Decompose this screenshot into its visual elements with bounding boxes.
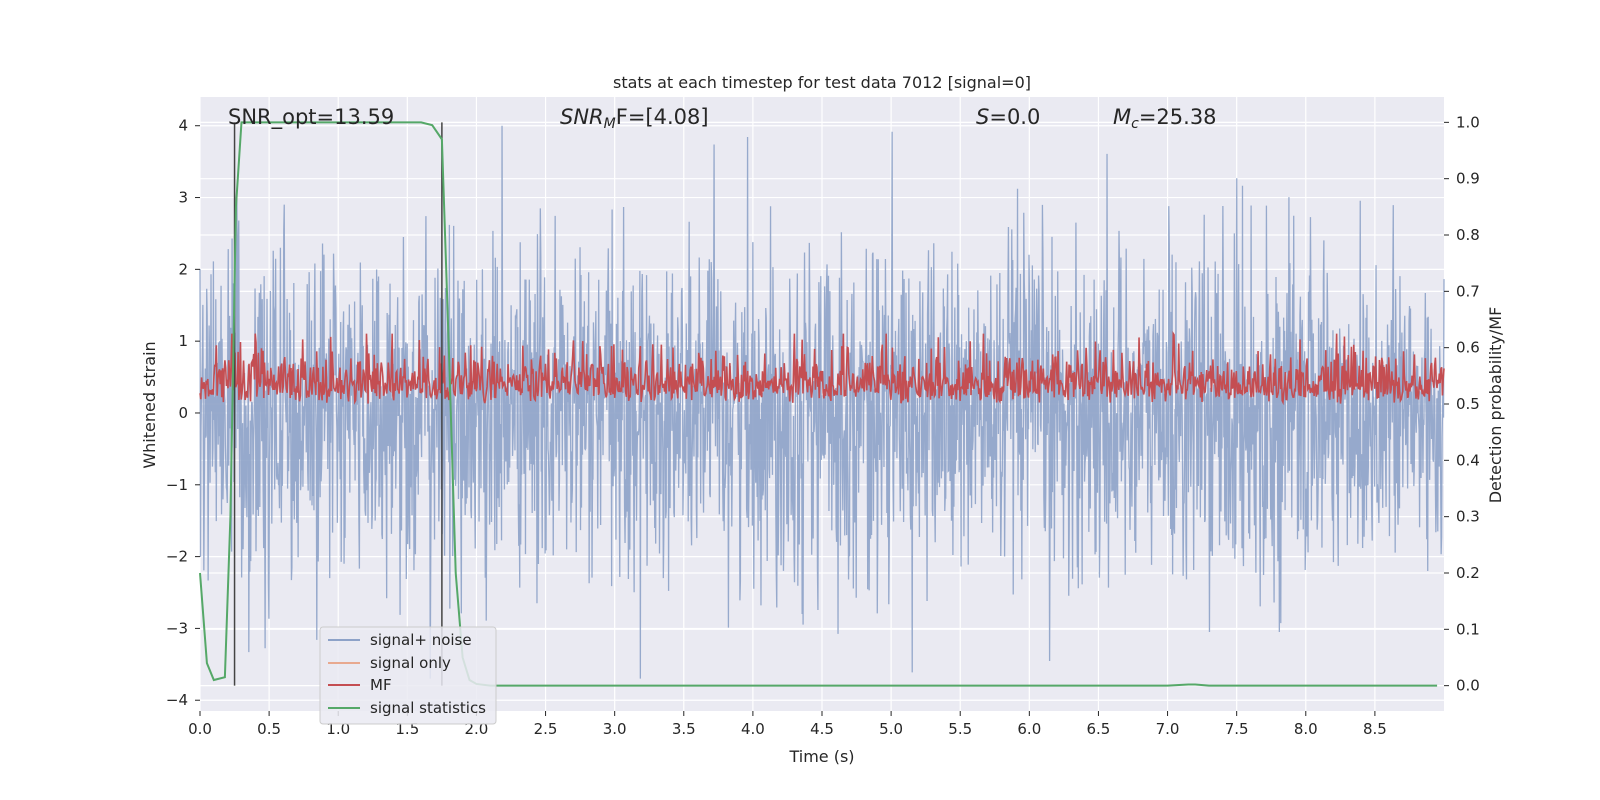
y-right-axis-label: Detection probability/MF	[1486, 307, 1505, 504]
y-right-tick-label: 0.7	[1456, 282, 1480, 300]
x-axis-label: Time (s)	[788, 747, 854, 766]
series-signal-noise	[199, 125, 1445, 679]
annotation-mc-var: M	[1113, 105, 1131, 129]
x-tick-label: 6.0	[1017, 720, 1041, 738]
legend-label-signal-noise: signal+ noise	[370, 631, 472, 649]
y-right-tick-label: 0.6	[1456, 339, 1480, 357]
annotation-snr-mf-sub: M	[604, 116, 616, 132]
annotation-mc-rest: =25.38	[1139, 105, 1217, 129]
series-signal-statistics	[199, 121, 1438, 687]
x-tick-label: 0.5	[257, 720, 281, 738]
x-tick-label: 6.5	[1087, 720, 1111, 738]
y-tick-label: 0	[178, 404, 188, 422]
y-right-tick-label: 0.5	[1456, 395, 1480, 413]
annotation-s-var: S	[976, 105, 989, 129]
x-tick-label: 4.5	[810, 720, 834, 738]
y-right-tick-label: 0.1	[1456, 620, 1480, 638]
y-tick-label: 4	[178, 117, 188, 135]
y-right-tick-label: 0.4	[1456, 451, 1480, 469]
y-tick-label: −2	[166, 548, 188, 566]
annotation-s: S=0.0	[976, 105, 1040, 129]
x-tick-label: 5.0	[879, 720, 903, 738]
annotation-snr-mf-var: SNR	[560, 105, 604, 129]
legend-label-mf: MF	[370, 676, 392, 694]
x-tick-label: 3.5	[672, 720, 696, 738]
chart-title: stats at each timestep for test data 701…	[613, 73, 1031, 92]
y-tick-label: 3	[178, 189, 188, 207]
y-right-tick-label: 0.8	[1456, 226, 1480, 244]
x-tick-label: 5.5	[948, 720, 972, 738]
y-tick-label: −1	[166, 476, 188, 494]
x-tick-label: 8.5	[1363, 720, 1387, 738]
y-right-tick-label: 1.0	[1456, 113, 1480, 131]
y-tick-label: −4	[166, 691, 188, 709]
x-tick-label: 7.5	[1225, 720, 1249, 738]
x-tick-label: 4.0	[741, 720, 765, 738]
legend-box	[319, 626, 497, 725]
y-right-axis-ticks: 0.0 0.1 0.2 0.3 0.4 0.5 0.6 0.7 0.8 0.9 1.0	[1444, 113, 1480, 695]
annotation-snr-mf: SNRMF=[4.08]	[560, 105, 709, 132]
signal-statistics-line	[199, 121, 1438, 687]
y-axis-label: Whitened strain	[140, 341, 159, 468]
annotation-mc-sub: c	[1131, 116, 1139, 132]
vertical-markers	[233, 122, 443, 686]
y-right-tick-label: 0.2	[1456, 564, 1480, 582]
annotation-snr-opt: SNR_opt=13.59	[228, 105, 394, 130]
y-tick-label: 2	[178, 260, 188, 278]
annotation-snr-mf-rest: F=[4.08]	[616, 105, 709, 129]
series-mf	[199, 330, 1445, 406]
mf-line	[199, 330, 1445, 406]
x-tick-label: 0.0	[188, 720, 212, 738]
y-tick-label: 1	[178, 332, 188, 350]
y-right-tick-label: 0.9	[1456, 170, 1480, 188]
x-tick-label: 7.0	[1156, 720, 1180, 738]
y-right-tick-label: 0.3	[1456, 508, 1480, 526]
legend: signal+ noise signal only MF signal stat…	[319, 626, 497, 725]
y-tick-label: −3	[166, 619, 188, 637]
legend-label-signal-statistics: signal statistics	[370, 699, 486, 717]
annotation-mc: Mc=25.38	[1113, 105, 1217, 132]
y-right-tick-label: 0.0	[1456, 677, 1480, 695]
legend-label-signal-only: signal only	[370, 654, 451, 672]
annotation-s-rest: =0.0	[989, 105, 1040, 129]
x-tick-label: 8.0	[1294, 720, 1318, 738]
x-tick-label: 2.5	[534, 720, 558, 738]
y-axis-ticks: −4 −3 −2 −1 0 1 2 3 4	[166, 117, 200, 709]
x-tick-label: 3.0	[603, 720, 627, 738]
signal-noise-line	[199, 125, 1445, 679]
